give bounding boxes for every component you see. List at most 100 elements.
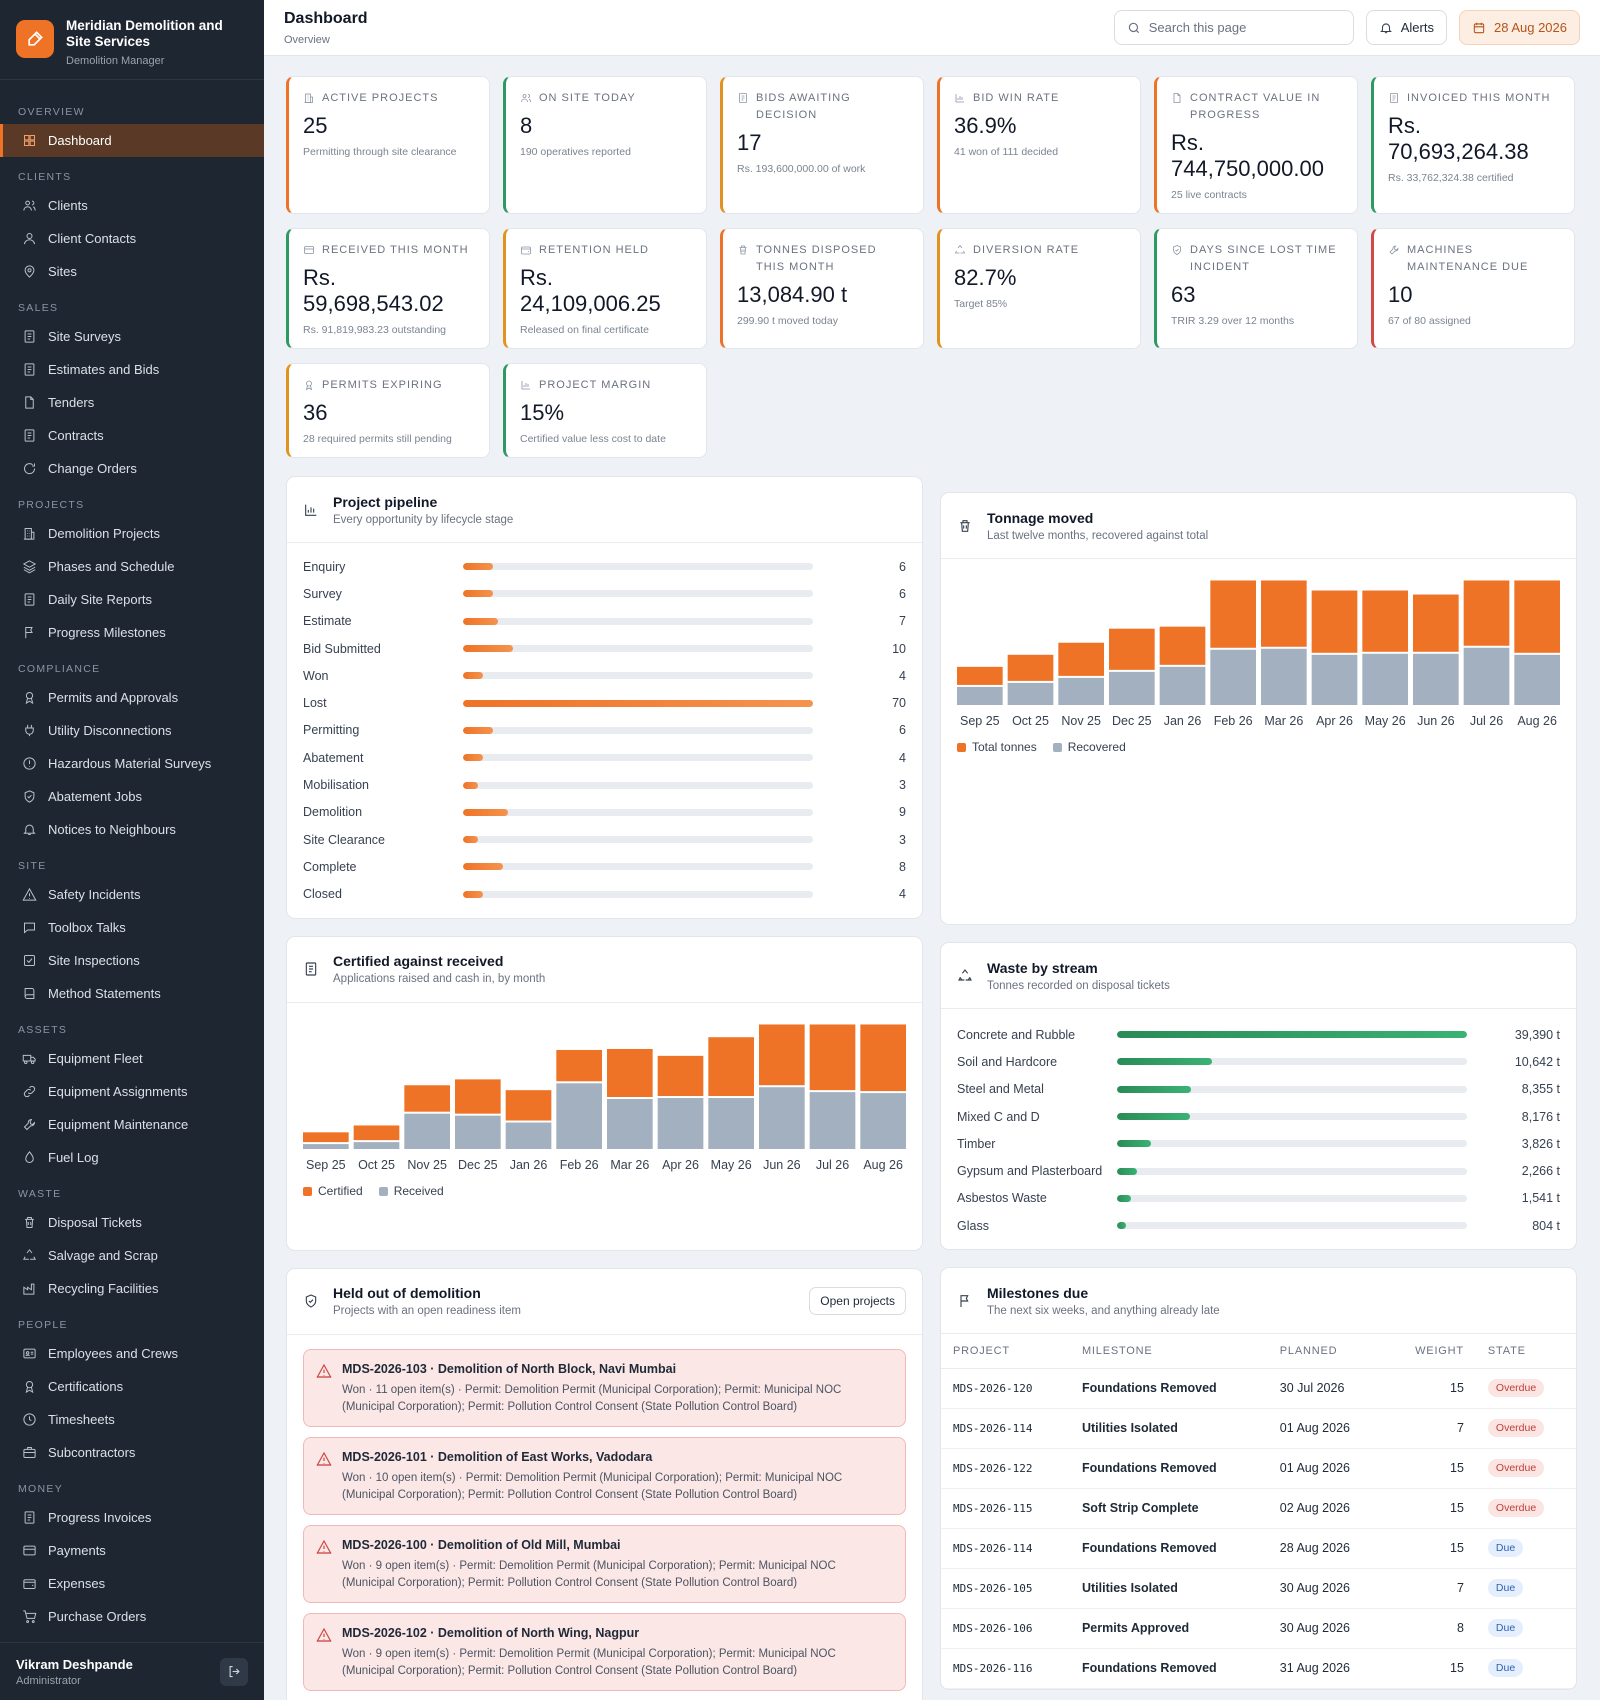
table-row[interactable]: MDS-2026-106 Permits Approved 30 Aug 2026 8… (941, 1608, 1576, 1649)
state-cell: Overdue (1475, 1488, 1576, 1529)
warning-icon (316, 1451, 332, 1466)
sidebar-item-estimates-and-bids[interactable]: Estimates and Bids (0, 353, 264, 386)
alerts-button[interactable]: Alerts (1365, 10, 1447, 45)
kpi-value: 8 (520, 113, 533, 138)
sidebar-item-label: Certifications (48, 1379, 124, 1394)
sidebar-item-change-orders[interactable]: Change Orders (0, 452, 264, 485)
held-project-alert[interactable]: MDS-2026-101 · Demolition of East Works,… (303, 1436, 906, 1515)
sidebar-item-demolition-projects[interactable]: Demolition Projects (0, 517, 264, 550)
date-label: 28 Aug 2026 (1493, 20, 1567, 35)
sidebar-item-phases-and-schedule[interactable]: Phases and Schedule (0, 550, 264, 583)
bar-track (463, 590, 813, 598)
sidebar-item-fuel-log[interactable]: Fuel Log (0, 1141, 264, 1174)
sidebar-item-notices-to-neighbours[interactable]: Notices to Neighbours (0, 813, 264, 846)
kpi-subtext: Rs. 91,819,983.23 outstanding (303, 324, 447, 336)
factory-icon (23, 1283, 35, 1295)
file-icon (1173, 93, 1181, 103)
sidebar-item-clients[interactable]: Clients (0, 189, 264, 222)
sidebar-item-label: Disposal Tickets (48, 1215, 142, 1230)
sidebar-item-utility-disconnections[interactable]: Utility Disconnections (0, 714, 264, 747)
bar-recovered (1463, 647, 1510, 705)
sidebar-item-safety-incidents[interactable]: Safety Incidents (0, 878, 264, 911)
held-project-alert[interactable]: MDS-2026-100 · Demolition of Old Mill, M… (303, 1524, 906, 1603)
milestone-name: Foundations Removed (1069, 1448, 1268, 1489)
kpi-card: Invoiced this month Rs. 70,693,264.38 Rs. … (1371, 76, 1575, 214)
sidebar-item-progress-milestones[interactable]: Progress Milestones (0, 616, 264, 649)
bar-track (463, 617, 813, 625)
sidebar-item-label: Notices to Neighbours (48, 822, 176, 837)
open-projects-button[interactable]: Open projects (809, 1287, 906, 1316)
wallet-icon (23, 1579, 36, 1589)
sidebar-item-site-inspections[interactable]: Site Inspections (0, 944, 264, 977)
table-row[interactable]: MDS-2026-114 Foundations Removed 28 Aug 20… (941, 1528, 1576, 1569)
sidebar-item-certifications[interactable]: Certifications (0, 1370, 264, 1403)
sidebar-item-abatement-jobs[interactable]: Abatement Jobs (0, 780, 264, 813)
status-badge: Overdue (1487, 1419, 1545, 1438)
kpi-value: 36 (303, 400, 328, 425)
sidebar-item-salvage-and-scrap[interactable]: Salvage and Scrap (0, 1239, 264, 1272)
sidebar-item-purchase-orders[interactable]: Purchase Orders (0, 1600, 264, 1633)
kpi-subtext: 190 operatives reported (520, 146, 631, 158)
table-row[interactable]: MDS-2026-115 Soft Strip Complete 02 Aug 20… (941, 1488, 1576, 1529)
sidebar-item-expenses[interactable]: Expenses (0, 1567, 264, 1600)
bar-value: 4 (899, 750, 906, 765)
sidebar-item-tenders[interactable]: Tenders (0, 386, 264, 419)
bar-recovered (1514, 654, 1560, 705)
bar-recovered (957, 686, 1003, 705)
sidebar-item-method-statements[interactable]: Method Statements (0, 977, 264, 1010)
sidebar-item-disposal-tickets[interactable]: Disposal Tickets (0, 1206, 264, 1239)
triangle-icon (22, 887, 37, 901)
users-icon (23, 200, 36, 211)
held-project-alert[interactable]: MDS-2026-103 · Demolition of North Block… (303, 1348, 906, 1427)
warning-icon (316, 1539, 332, 1554)
bar-label: Estimate (303, 614, 352, 629)
legend-item: Received (378, 1184, 444, 1198)
sidebar-item-hazardous-material-surveys[interactable]: Hazardous Material Surveys (0, 747, 264, 780)
sidebar-item-site-surveys[interactable]: Site Surveys (0, 320, 264, 353)
table-row[interactable]: MDS-2026-114 Utilities Isolated 01 Aug 202… (941, 1408, 1576, 1449)
logout-button[interactable] (220, 1657, 248, 1686)
bar-track (463, 699, 813, 707)
sidebar-item-label: Client Contacts (48, 231, 137, 246)
kpi-card: On site today 8 190 operatives reported (503, 76, 707, 214)
doc-icon (24, 330, 35, 343)
bar-row: Site Clearance 3 (303, 826, 906, 853)
bar-total (860, 1024, 906, 1091)
sidebar-item-client-contacts[interactable]: Client Contacts (0, 222, 264, 255)
bar-fill (1117, 1167, 1138, 1175)
sidebar-item-payments[interactable]: Payments (0, 1534, 264, 1567)
sidebar-item-recycling-facilities[interactable]: Recycling Facilities (0, 1272, 264, 1305)
sidebar-item-equipment-fleet[interactable]: Equipment Fleet (0, 1042, 264, 1075)
bar-recovered (353, 1141, 400, 1149)
sidebar-item-sites[interactable]: Sites (0, 255, 264, 288)
bar-recovered (1362, 653, 1408, 705)
sidebar-item-timesheets[interactable]: Timesheets (0, 1403, 264, 1436)
sidebar-item-equipment-assignments[interactable]: Equipment Assignments (0, 1075, 264, 1108)
bar-label: Gypsum and Plasterboard (957, 1164, 1103, 1179)
sidebar-item-dashboard[interactable]: Dashboard (0, 124, 264, 157)
bar-row: Won 4 (303, 662, 906, 689)
cart-icon (23, 1610, 37, 1623)
status-badge: Overdue (1487, 1459, 1545, 1478)
table-row[interactable]: MDS-2026-122 Foundations Removed 01 Aug 20… (941, 1448, 1576, 1489)
sidebar-item-subcontractors[interactable]: Subcontractors (0, 1436, 264, 1469)
milestone-name: Utilities Isolated (1069, 1408, 1268, 1449)
bar-row: Glass 804 t (957, 1212, 1560, 1239)
search-input[interactable]: Search this page (1113, 10, 1354, 45)
sidebar-item-daily-site-reports[interactable]: Daily Site Reports (0, 583, 264, 616)
sidebar-item-equipment-maintenance[interactable]: Equipment Maintenance (0, 1108, 264, 1141)
sidebar-item-employees-and-crews[interactable]: Employees and Crews (0, 1337, 264, 1370)
sidebar-item-contracts[interactable]: Contracts (0, 419, 264, 452)
bar-recovered (556, 1083, 602, 1149)
doc-icon (1390, 93, 1398, 103)
bar-fill (1117, 1222, 1126, 1230)
sidebar-item-toolbox-talks[interactable]: Toolbox Talks (0, 911, 264, 944)
alert-title: MDS-2026-102 · Demolition of North Wing,… (342, 1625, 640, 1640)
date-button[interactable]: 28 Aug 2026 (1458, 10, 1580, 45)
sidebar-item-progress-invoices[interactable]: Progress Invoices (0, 1501, 264, 1534)
held-project-alert[interactable]: MDS-2026-102 · Demolition of North Wing,… (303, 1612, 906, 1691)
table-row[interactable]: MDS-2026-120 Foundations Removed 30 Jul 20… (941, 1368, 1576, 1409)
sidebar-item-permits-and-approvals[interactable]: Permits and Approvals (0, 681, 264, 714)
table-row[interactable]: MDS-2026-105 Utilities Isolated 30 Aug 202… (941, 1568, 1576, 1609)
table-row[interactable]: MDS-2026-116 Foundations Removed 31 Aug 20… (941, 1648, 1576, 1689)
